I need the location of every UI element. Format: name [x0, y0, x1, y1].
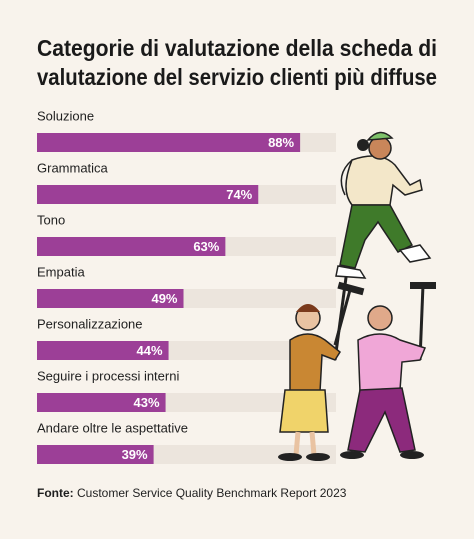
category-label: Seguire i processi interni [37, 368, 179, 383]
value-label: 43% [134, 395, 160, 410]
source-text: Customer Service Quality Benchmark Repor… [77, 486, 347, 500]
bar [37, 185, 259, 204]
category-label: Soluzione [37, 108, 94, 123]
illustration [278, 131, 436, 461]
value-label: 44% [137, 343, 163, 358]
bar [37, 237, 226, 256]
source-label: Fonte: [37, 486, 74, 500]
value-label: 39% [122, 447, 148, 462]
category-label: Empatia [37, 264, 85, 279]
source: Fonte: Customer Service Quality Benchmar… [37, 486, 347, 500]
value-label: 88% [268, 135, 294, 150]
value-label: 49% [151, 291, 177, 306]
bar [37, 289, 184, 308]
chart-title: valutazione del servizio clienti più dif… [37, 64, 437, 90]
bar [37, 445, 154, 464]
category-label: Grammatica [37, 160, 109, 175]
bar [37, 393, 166, 412]
bar [37, 341, 169, 360]
bars: Soluzione 88% Grammatica 74% Tono 63% Empatia 4… [37, 108, 336, 464]
value-label: 74% [226, 187, 252, 202]
category-label: Personalizzazione [37, 316, 143, 331]
chart-title: Categorie di valutazione della scheda di [37, 35, 437, 61]
value-label: 63% [193, 239, 219, 254]
category-label: Tono [37, 212, 65, 227]
bar [37, 133, 301, 152]
category-label: Andare oltre le aspettative [37, 420, 188, 435]
